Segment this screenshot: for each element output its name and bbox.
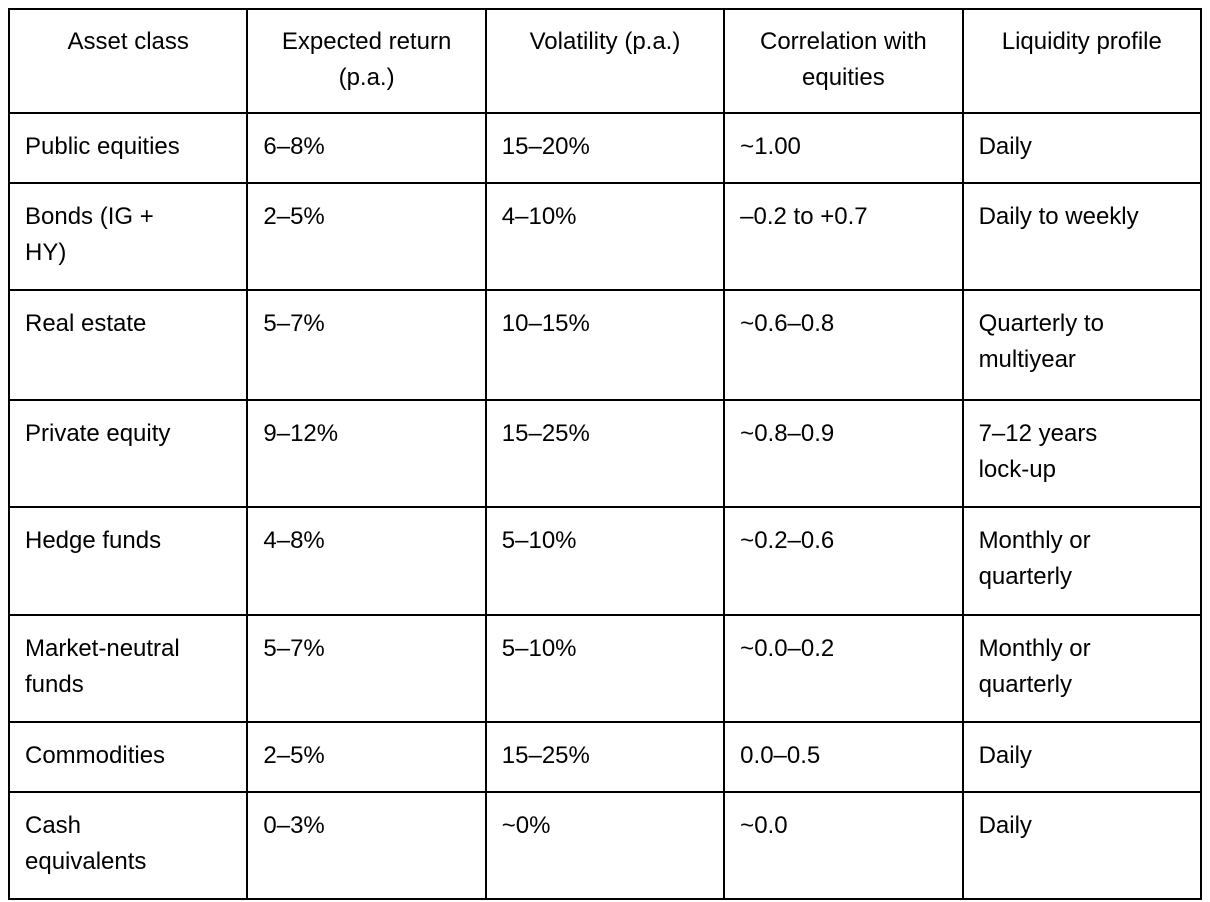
table-cell: Daily — [961, 112, 1203, 184]
table-row-cash-equivalents: Cash equivalents 0–3% ~0% ~0.0 Daily — [7, 791, 1203, 900]
table-cell: 15–20% — [484, 112, 726, 184]
table-row-real-estate: Real estate 5–7% 10–15% ~0.6–0.8 Quarter… — [7, 289, 1203, 401]
column-header-correlation: Correlation with equities — [723, 8, 964, 114]
table-cell: 5–10% — [484, 614, 726, 723]
table-cell: Public equities — [7, 112, 249, 184]
table-cell: 7–12 years lock-up — [961, 399, 1203, 508]
table-cell: –0.2 to +0.7 — [723, 182, 964, 291]
table-header: Asset class Expected return (p.a.) Volat… — [7, 8, 1203, 114]
table-cell: Hedge funds — [7, 506, 249, 616]
table-cell: 0.0–0.5 — [723, 721, 964, 793]
table-row-bonds: Bonds (IG + HY) 2–5% 4–10% –0.2 to +0.7 … — [7, 182, 1203, 291]
table-body: Public equities 6–8% 15–20% ~1.00 Daily … — [7, 112, 1203, 900]
table-cell: 5–7% — [246, 289, 487, 401]
column-header-asset-class: Asset class — [7, 8, 249, 114]
table-cell: 6–8% — [246, 112, 487, 184]
table-cell: Private equity — [7, 399, 249, 508]
table-cell: 5–10% — [484, 506, 726, 616]
table-cell: 2–5% — [246, 182, 487, 291]
table-cell: Daily — [961, 791, 1203, 900]
asset-class-table: Asset class Expected return (p.a.) Volat… — [7, 8, 1203, 900]
table-cell: 4–10% — [484, 182, 726, 291]
table-cell: Quarterly to multiyear — [961, 289, 1203, 401]
table-row-hedge-funds: Hedge funds 4–8% 5–10% ~0.2–0.6 Monthly … — [7, 506, 1203, 616]
table-cell: Monthly or quarterly — [961, 614, 1203, 723]
table-cell: ~1.00 — [723, 112, 964, 184]
table-cell: Market-neutral funds — [7, 614, 249, 723]
table-cell: ~0.2–0.6 — [723, 506, 964, 616]
table-cell: 15–25% — [484, 399, 726, 508]
table-cell: 4–8% — [246, 506, 487, 616]
table-cell: Bonds (IG + HY) — [7, 182, 249, 291]
table-row-market-neutral-funds: Market-neutral funds 5–7% 5–10% ~0.0–0.2… — [7, 614, 1203, 723]
table-cell: Cash equivalents — [7, 791, 249, 900]
table-cell: ~0.0 — [723, 791, 964, 900]
column-header-volatility: Volatility (p.a.) — [484, 8, 726, 114]
table-cell: 0–3% — [246, 791, 487, 900]
table-cell: 5–7% — [246, 614, 487, 723]
table-cell: 15–25% — [484, 721, 726, 793]
table-cell: Daily — [961, 721, 1203, 793]
table-cell: ~0.6–0.8 — [723, 289, 964, 401]
table-row-commodities: Commodities 2–5% 15–25% 0.0–0.5 Daily — [7, 721, 1203, 793]
table-cell: ~0% — [484, 791, 726, 900]
table-cell: 10–15% — [484, 289, 726, 401]
table-cell: 2–5% — [246, 721, 487, 793]
column-header-liquidity: Liquidity profile — [961, 8, 1203, 114]
table-cell: Monthly or quarterly — [961, 506, 1203, 616]
column-header-expected-return: Expected return (p.a.) — [246, 8, 487, 114]
table-cell: ~0.0–0.2 — [723, 614, 964, 723]
header-row: Asset class Expected return (p.a.) Volat… — [7, 8, 1203, 114]
table-cell: Real estate — [7, 289, 249, 401]
table-cell: Commodities — [7, 721, 249, 793]
table-row-private-equity: Private equity 9–12% 15–25% ~0.8–0.9 7–1… — [7, 399, 1203, 508]
table-cell: 9–12% — [246, 399, 487, 508]
table-row-public-equities: Public equities 6–8% 15–20% ~1.00 Daily — [7, 112, 1203, 184]
table-cell: Daily to weekly — [961, 182, 1203, 291]
table-cell: ~0.8–0.9 — [723, 399, 964, 508]
